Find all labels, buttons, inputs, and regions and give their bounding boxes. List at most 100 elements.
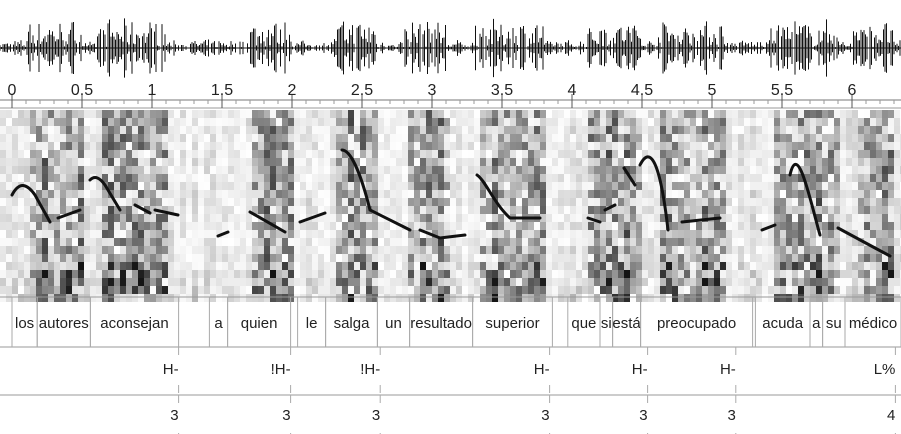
spectrogram-cell <box>216 134 222 142</box>
spectrogram-cell <box>786 286 792 294</box>
spectrogram-cell <box>282 166 288 174</box>
spectrogram-cell <box>834 206 840 214</box>
spectrogram-cell <box>660 286 666 294</box>
spectrogram-cell <box>792 270 798 278</box>
spectrogram-cell <box>792 294 798 302</box>
spectrogram-cell <box>852 238 858 246</box>
spectrogram-cell <box>306 158 312 166</box>
spectrogram-cell <box>408 278 414 286</box>
spectrogram-cell <box>210 174 216 182</box>
spectrogram-cell <box>174 214 180 222</box>
spectrogram-cell <box>330 190 336 198</box>
spectrogram-cell <box>378 206 384 214</box>
spectrogram-cell <box>144 110 150 118</box>
spectrogram-cell <box>720 118 726 126</box>
spectrogram-cell <box>486 110 492 118</box>
spectrogram-cell <box>336 182 342 190</box>
spectrogram-cell <box>834 270 840 278</box>
spectrogram-cell <box>678 110 684 118</box>
spectrogram-cell <box>432 254 438 262</box>
spectrogram-cell <box>144 134 150 142</box>
spectrogram-cell <box>876 142 882 150</box>
spectrogram-cell <box>642 270 648 278</box>
spectrogram-cell <box>408 294 414 302</box>
spectrogram-cell <box>396 254 402 262</box>
spectrogram-cell <box>744 158 750 166</box>
spectrogram-cell <box>516 142 522 150</box>
spectrogram-cell <box>204 182 210 190</box>
spectrogram-cell <box>462 238 468 246</box>
spectrogram-cell <box>702 222 708 230</box>
spectrogram-cell <box>732 174 738 182</box>
spectrogram-cell <box>648 158 654 166</box>
spectrogram-cell <box>138 230 144 238</box>
spectrogram-cell <box>318 190 324 198</box>
spectrogram-cell <box>762 126 768 134</box>
spectrogram-cell <box>60 166 66 174</box>
spectrogram-cell <box>492 126 498 134</box>
spectrogram-cell <box>474 110 480 118</box>
spectrogram-cell <box>882 174 888 182</box>
spectrogram-cell <box>132 206 138 214</box>
spectrogram-cell <box>414 270 420 278</box>
spectrogram-cell <box>78 166 84 174</box>
spectrogram-cell <box>756 174 762 182</box>
spectrogram-cell <box>810 246 816 254</box>
spectrogram-cell <box>288 150 294 158</box>
spectrogram-cell <box>480 270 486 278</box>
spectrogram-cell <box>378 166 384 174</box>
spectrogram-cell <box>660 134 666 142</box>
spectrogram-cell <box>486 182 492 190</box>
spectrogram-cell <box>294 142 300 150</box>
spectrogram-cell <box>456 158 462 166</box>
spectrogram-cell <box>6 126 12 134</box>
spectrogram-cell <box>774 230 780 238</box>
spectrogram-cell <box>732 286 738 294</box>
spectrogram-cell <box>348 126 354 134</box>
spectrogram-cell <box>378 118 384 126</box>
spectrogram-cell <box>72 190 78 198</box>
spectrogram-cell <box>30 110 36 118</box>
spectrogram-cell <box>642 246 648 254</box>
spectrogram-cell <box>828 238 834 246</box>
spectrogram-cell <box>312 294 318 302</box>
spectrogram-cell <box>768 118 774 126</box>
spectrogram-cell <box>174 158 180 166</box>
spectrogram-cell <box>702 230 708 238</box>
spectrogram-cell <box>354 262 360 270</box>
spectrogram-cell <box>438 150 444 158</box>
spectrogram-cell <box>714 246 720 254</box>
spectrogram-cell <box>306 278 312 286</box>
spectrogram-cell <box>330 238 336 246</box>
spectrogram-cell <box>786 158 792 166</box>
x-tick-label: 5.5 <box>771 82 793 99</box>
spectrogram-cell <box>534 198 540 206</box>
spectrogram-cell <box>762 158 768 166</box>
spectrogram-cell <box>786 222 792 230</box>
spectrogram-cell <box>60 182 66 190</box>
spectrogram-cell <box>888 254 894 262</box>
spectrogram-cell <box>888 166 894 174</box>
spectrogram-cell <box>756 142 762 150</box>
spectrogram-cell <box>294 294 300 302</box>
spectrogram-cell <box>24 246 30 254</box>
spectrogram-cell <box>474 278 480 286</box>
spectrogram-cell <box>96 254 102 262</box>
spectrogram-cell <box>726 206 732 214</box>
spectrogram-cell <box>888 278 894 286</box>
tone-label: !H- <box>271 361 291 378</box>
spectrogram-cell <box>510 254 516 262</box>
spectrogram-cell <box>138 270 144 278</box>
spectrogram-cell <box>810 150 816 158</box>
spectrogram-cell <box>564 230 570 238</box>
spectrogram <box>0 110 901 302</box>
spectrogram-cell <box>144 190 150 198</box>
spectrogram-cell <box>408 270 414 278</box>
spectrogram-cell <box>420 214 426 222</box>
spectrogram-cell <box>210 206 216 214</box>
spectrogram-cell <box>876 214 882 222</box>
spectrogram-cell <box>258 294 264 302</box>
spectrogram-cell <box>42 150 48 158</box>
spectrogram-cell <box>414 126 420 134</box>
spectrogram-cell <box>204 286 210 294</box>
